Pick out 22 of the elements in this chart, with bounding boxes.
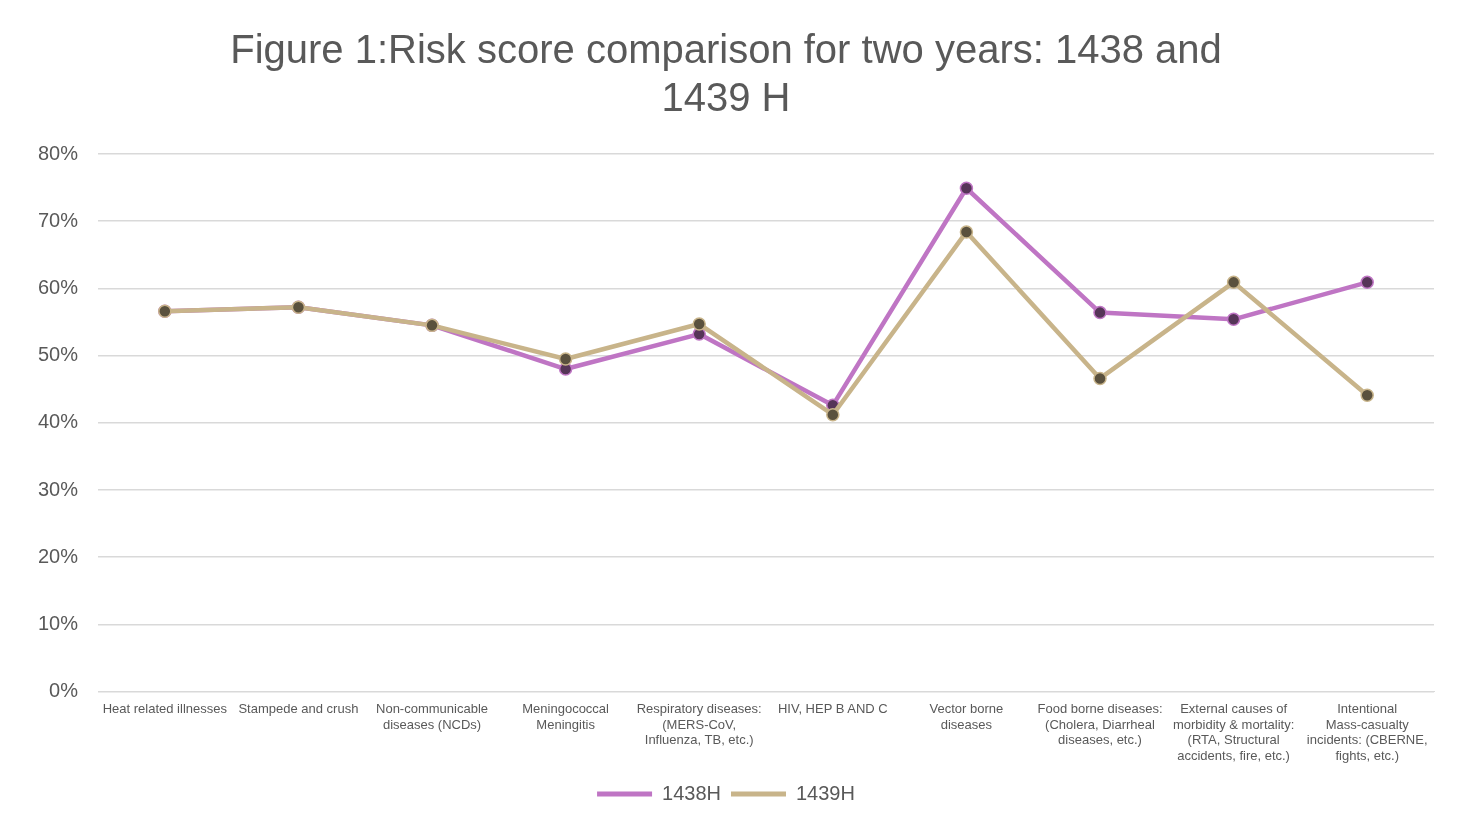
y-tick-label: 0%: [49, 679, 79, 702]
x-tick-label: HIV, HEP B AND C: [777, 700, 888, 716]
y-tick-label: 70%: [38, 208, 79, 231]
y-tick-label: 40%: [38, 410, 79, 433]
x-tick-label: Meningococcal Meningitis: [522, 700, 610, 732]
y-tick-label: 20%: [38, 544, 79, 567]
x-tick-label: Heat related illnesses: [102, 700, 228, 716]
chart-title: Figure 1:Risk score comparison for two years: 1438 and 1439 H: [230, 27, 1222, 120]
x-tick-label: Intentional Mass-casualty incidents: (CBERNE, fights, etc.): [1306, 700, 1428, 763]
x-tick-label: Food borne diseases: (Cholera, Diarrheal diseases, etc.): [1037, 700, 1163, 748]
x-tick-label: Vector borne diseases: [929, 700, 1004, 732]
x-tick-label: External causes of morbidity & mortality: (RTA, Structural accidents, fire, etc.): [1172, 700, 1295, 763]
x-tick-label: Respiratory diseases: (MERS-CoV, Influenza, TB, etc.): [636, 700, 762, 748]
legend-label: 1439H: [796, 781, 855, 804]
y-tick-label: 50%: [38, 343, 79, 366]
y-tick-label: 10%: [38, 611, 79, 634]
y-tick-label: 30%: [38, 477, 79, 500]
x-tick-label: Stampede and crush: [238, 700, 359, 716]
x-tick-label: Non-communicable diseases (NCDs): [376, 700, 489, 732]
y-tick-label: 60%: [38, 275, 79, 298]
legend-label: 1438H: [662, 781, 721, 804]
y-tick-label: 80%: [38, 141, 79, 164]
